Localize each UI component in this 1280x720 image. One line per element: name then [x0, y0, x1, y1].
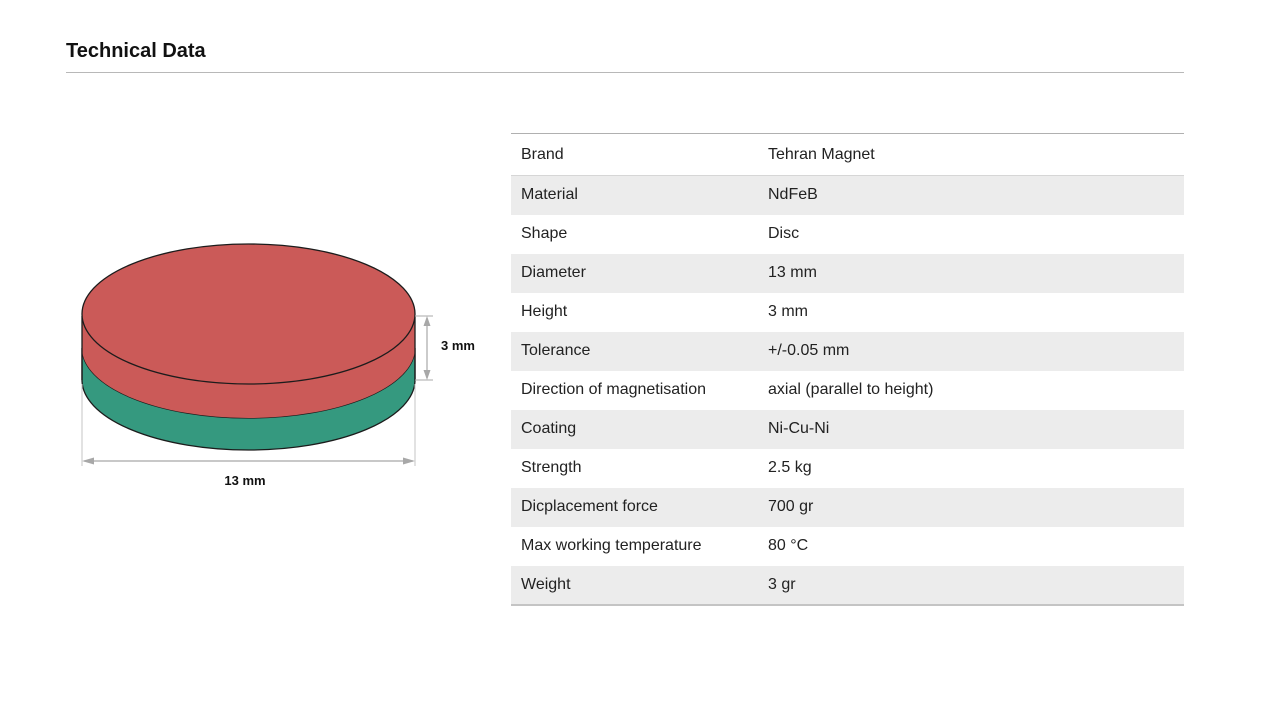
- spec-value: axial (parallel to height): [768, 381, 934, 398]
- table-row: Direction of magnetisation axial (parall…: [511, 371, 1184, 410]
- spec-value: Disc: [768, 225, 800, 242]
- title-divider: [66, 72, 1184, 73]
- spec-label: Shape: [521, 225, 568, 242]
- spec-value: Ni-Cu-Ni: [758, 409, 1184, 449]
- height-label: 3 mm: [441, 338, 475, 353]
- table-row: Coating Ni-Cu-Ni: [511, 409, 1184, 449]
- spec-label: Coating: [511, 409, 758, 449]
- spec-label: Height: [521, 303, 568, 320]
- magnet-illustration: 3 mm 13 mm: [81, 243, 475, 488]
- spec-value: 80 °C: [768, 537, 809, 554]
- spec-label: Dicplacement force: [511, 487, 758, 527]
- spec-label: Diameter: [511, 253, 758, 293]
- spec-value: 700 gr: [758, 487, 1184, 527]
- table-row: Shape Disc: [511, 215, 1184, 254]
- table-row: Strength 2.5 kg: [511, 449, 1184, 488]
- table-row: Weight 3 gr: [511, 565, 1184, 605]
- table-row: Height 3 mm: [511, 293, 1184, 332]
- spec-value: 2.5 kg: [768, 459, 812, 476]
- table-row: Tolerance +/-0.05 mm: [511, 331, 1184, 371]
- diameter-dimension: 13 mm: [81, 384, 416, 488]
- table-row: Material NdFeB: [511, 175, 1184, 215]
- diameter-label: 13 mm: [224, 473, 265, 488]
- spec-label: Tolerance: [511, 331, 758, 371]
- spec-label: Direction of magnetisation: [521, 381, 706, 398]
- spec-label: Brand: [511, 133, 758, 176]
- spec-value: 13 mm: [758, 253, 1184, 293]
- page-title: Technical Data: [66, 40, 206, 62]
- spec-label: Max working temperature: [521, 537, 702, 554]
- spec-value: 3 mm: [768, 303, 808, 320]
- magnet-top-face: [81, 243, 416, 385]
- spec-value: 3 gr: [758, 565, 1184, 605]
- table-row: Brand Tehran Magnet: [511, 133, 1184, 176]
- technical-data-table: Brand Tehran Magnet Material NdFeB Shape…: [511, 133, 1184, 606]
- height-dimension: 3 mm: [415, 315, 475, 381]
- spec-value: Tehran Magnet: [758, 133, 1184, 176]
- spec-value: NdFeB: [758, 175, 1184, 215]
- spec-label: Material: [511, 175, 758, 215]
- table-row: Max working temperature 80 °C: [511, 527, 1184, 566]
- spec-value: +/-0.05 mm: [758, 331, 1184, 371]
- table-row: Dicplacement force 700 gr: [511, 487, 1184, 527]
- spec-label: Weight: [511, 565, 758, 605]
- table-row: Diameter 13 mm: [511, 253, 1184, 293]
- spec-label: Strength: [521, 459, 582, 476]
